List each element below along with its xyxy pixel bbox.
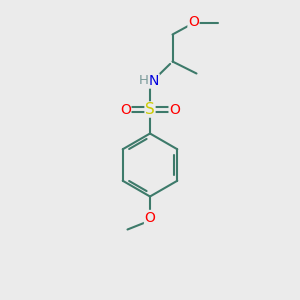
Text: O: O — [145, 211, 155, 224]
Text: O: O — [169, 103, 180, 116]
Text: O: O — [188, 16, 199, 29]
Text: H: H — [139, 74, 148, 88]
Text: S: S — [145, 102, 155, 117]
Text: N: N — [149, 74, 159, 88]
Text: O: O — [120, 103, 131, 116]
